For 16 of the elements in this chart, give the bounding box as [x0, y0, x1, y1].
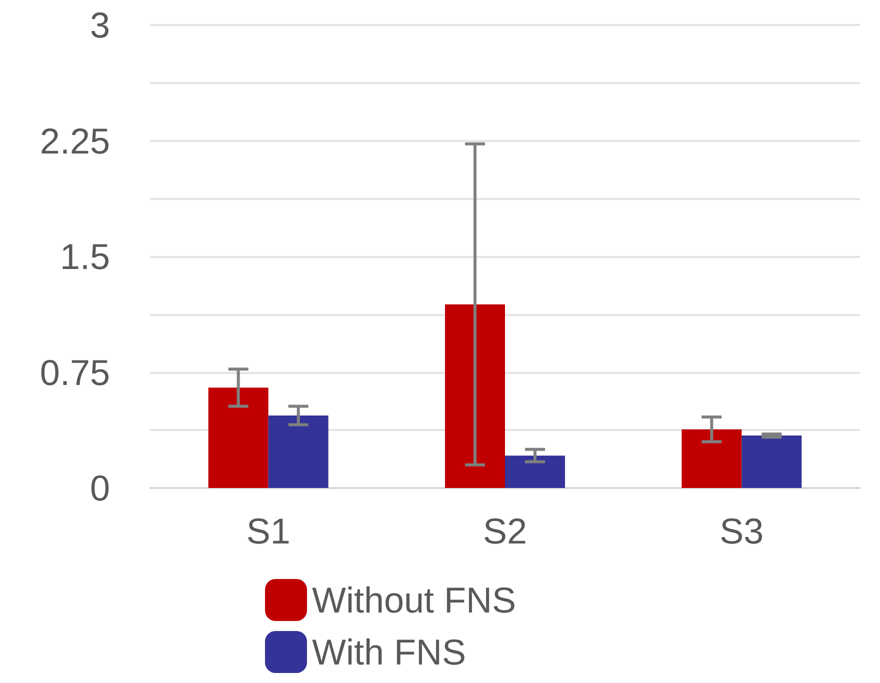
bar: [445, 304, 505, 488]
bar: [682, 429, 742, 488]
bar: [505, 456, 565, 488]
bar: [268, 415, 328, 488]
x-tick-label: S1: [246, 510, 290, 552]
y-tick-label: 2.25: [40, 120, 110, 162]
legend-label: Without FNS: [312, 580, 516, 620]
y-tick-label: 0.75: [40, 352, 110, 393]
legend-label: With FNS: [312, 632, 466, 672]
y-tick-label: 0: [90, 468, 110, 508]
y-tick-label: 1.5: [60, 236, 110, 277]
bar: [208, 388, 268, 488]
bar: [742, 436, 802, 488]
y-tick-label: 3: [90, 4, 110, 46]
x-tick-label: S2: [482, 510, 528, 552]
x-tick-label: S3: [720, 510, 764, 552]
